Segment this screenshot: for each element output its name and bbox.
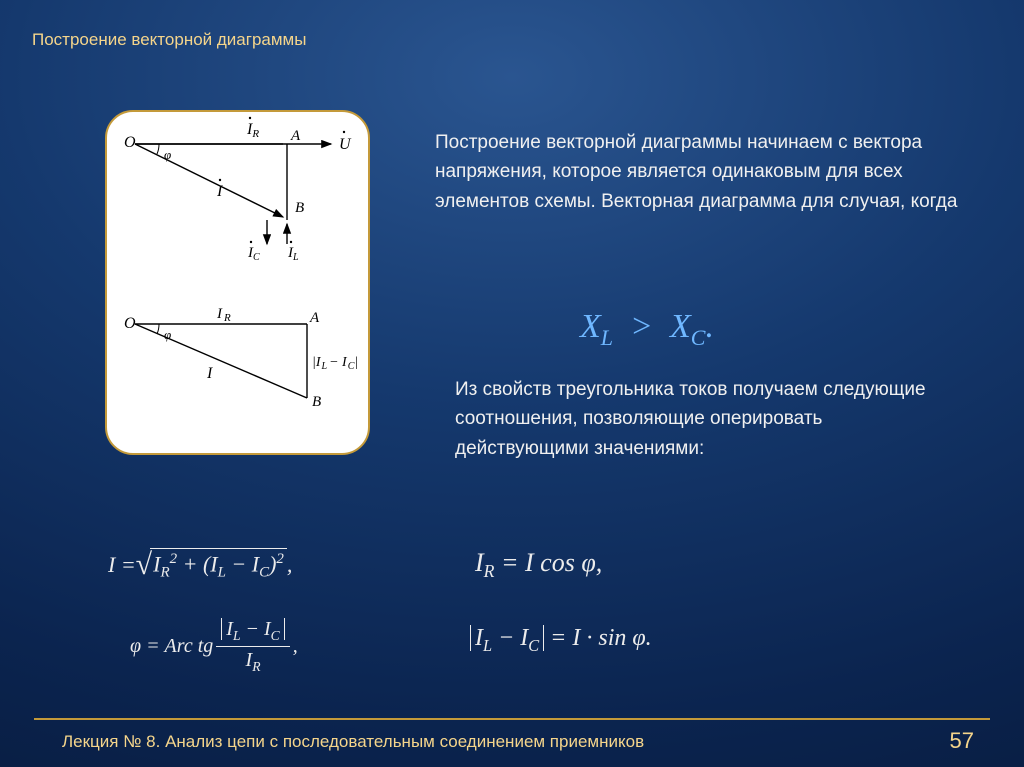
svg-text:A: A <box>290 128 301 144</box>
svg-text:IC: IC <box>247 245 260 263</box>
svg-text:|IL− IC|: |IL− IC| <box>312 355 358 372</box>
svg-text:O: O <box>124 315 136 332</box>
svg-text:φ: φ <box>164 327 171 342</box>
svg-text:B: B <box>312 394 321 410</box>
footer-text: Лекция № 8. Анализ цепи с последовательн… <box>62 732 644 752</box>
slide-title: Построение векторной диаграммы <box>32 30 306 50</box>
svg-text:A: A <box>309 310 320 326</box>
paragraph-1: Построение векторной диаграммы начинаем … <box>435 128 960 216</box>
equation-current-magnitude: I = √ IR2 + (IL − IC)2 , <box>108 548 292 582</box>
equation-ir: IR = I cos φ, <box>475 548 602 582</box>
svg-text:IR: IR <box>246 121 259 140</box>
svg-text:O: O <box>124 134 136 151</box>
footer-divider <box>34 718 990 720</box>
vector-diagram: O A U B IR I IC IL φ O A B IR I φ |IL− I… <box>105 110 370 455</box>
svg-text:I: I <box>206 365 213 382</box>
svg-text:I: I <box>216 183 223 200</box>
paragraph-2: Из свойств треугольника токов получаем с… <box>455 375 955 463</box>
equation-il-ic: IL − IC = I · sin φ. <box>470 625 652 656</box>
svg-text:U: U <box>339 136 352 153</box>
main-inequality: XL > XC. <box>580 308 714 351</box>
svg-text:B: B <box>295 200 304 216</box>
svg-text:φ: φ <box>164 147 171 162</box>
svg-text:IL: IL <box>287 245 299 263</box>
page-number: 57 <box>950 728 974 754</box>
equation-phi: φ = Arc tg IL − IC IR , <box>130 618 298 675</box>
svg-text:IR: IR <box>216 306 231 324</box>
